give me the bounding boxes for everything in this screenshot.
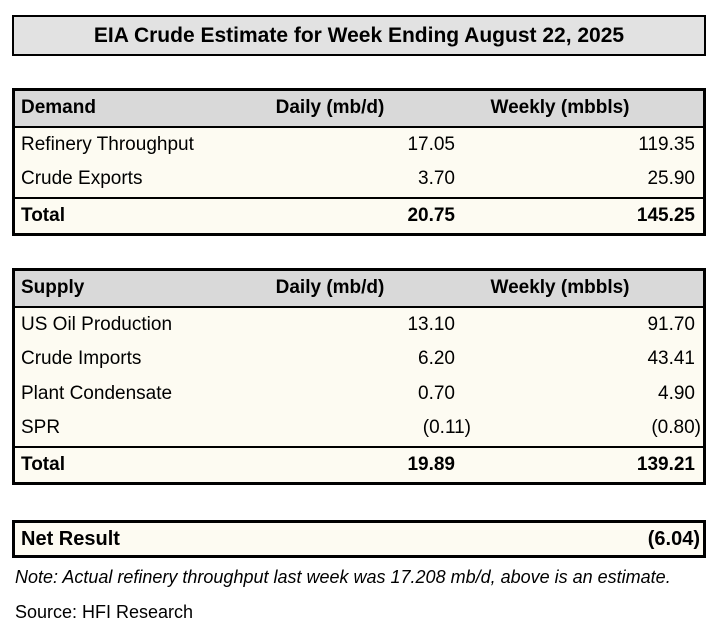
daily-total-value: 20.75 bbox=[407, 204, 455, 226]
daily-value: 0.70 bbox=[418, 382, 455, 404]
weekly-value: 25.90 bbox=[647, 168, 695, 190]
row-label: Crude Imports bbox=[21, 348, 142, 370]
net-result-value: (6.04) bbox=[647, 527, 700, 550]
report-title: EIA Crude Estimate for Week Ending Augus… bbox=[93, 23, 625, 47]
daily-value: 6.20 bbox=[418, 348, 455, 370]
daily-value: 3.70 bbox=[418, 168, 455, 190]
daily-value: 17.05 bbox=[407, 133, 455, 155]
supply-table: Supply Daily (mb/d) Weekly (mbbls) US Oi… bbox=[12, 268, 706, 485]
weekly-total-value: 139.21 bbox=[636, 453, 695, 475]
weekly-column-header: Weekly (mbbls) bbox=[490, 97, 630, 119]
weekly-column-header: Weekly (mbbls) bbox=[490, 277, 630, 299]
row-label: Crude Exports bbox=[21, 168, 143, 190]
net-result-box: Net Result (6.04) bbox=[12, 520, 706, 558]
weekly-value: 4.90 bbox=[658, 382, 695, 404]
daily-value: 13.10 bbox=[407, 313, 455, 335]
demand-header-row: Demand Daily (mb/d) Weekly (mbbls) bbox=[15, 91, 703, 128]
daily-value: (0.11) bbox=[422, 417, 471, 439]
row-label: SPR bbox=[21, 417, 61, 439]
row-label: Refinery Throughput bbox=[21, 133, 194, 155]
report-title-box: EIA Crude Estimate for Week Ending Augus… bbox=[12, 15, 706, 56]
weekly-value: 43.41 bbox=[647, 348, 695, 370]
source-text: Source: HFI Research bbox=[15, 602, 194, 622]
weekly-value: 119.35 bbox=[638, 133, 695, 155]
daily-column-header: Daily (mb/d) bbox=[275, 97, 385, 119]
table-row-us-oil-production: US Oil Production 13.10 91.70 bbox=[15, 308, 703, 343]
net-result-label: Net Result bbox=[21, 527, 120, 550]
demand-section-header: Demand bbox=[21, 97, 96, 119]
weekly-total-value: 145.25 bbox=[636, 204, 695, 226]
supply-section-header: Supply bbox=[21, 277, 85, 299]
weekly-value: (0.80) bbox=[651, 417, 701, 439]
daily-column-header: Daily (mb/d) bbox=[275, 277, 385, 299]
demand-total-row: Total 20.75 145.25 bbox=[15, 196, 703, 234]
weekly-value: 91.70 bbox=[647, 313, 695, 335]
note-text: Note: Actual refinery throughput last we… bbox=[15, 567, 671, 587]
table-row-crude-exports: Crude Exports 3.70 25.90 bbox=[15, 162, 703, 197]
demand-table: Demand Daily (mb/d) Weekly (mbbls) Refin… bbox=[12, 88, 706, 236]
row-label: US Oil Production bbox=[21, 313, 173, 335]
table-row-refinery-throughput: Refinery Throughput 17.05 119.35 bbox=[15, 128, 703, 163]
total-label: Total bbox=[21, 204, 65, 226]
supply-total-row: Total 19.89 139.21 bbox=[15, 445, 703, 483]
total-label: Total bbox=[21, 453, 65, 475]
daily-total-value: 19.89 bbox=[407, 453, 455, 475]
row-label: Plant Condensate bbox=[21, 382, 173, 404]
table-row-crude-imports: Crude Imports 6.20 43.41 bbox=[15, 342, 703, 377]
table-row-spr: SPR (0.11) (0.80) bbox=[15, 411, 703, 446]
supply-header-row: Supply Daily (mb/d) Weekly (mbbls) bbox=[15, 271, 703, 308]
table-row-plant-condensate: Plant Condensate 0.70 4.90 bbox=[15, 377, 703, 412]
